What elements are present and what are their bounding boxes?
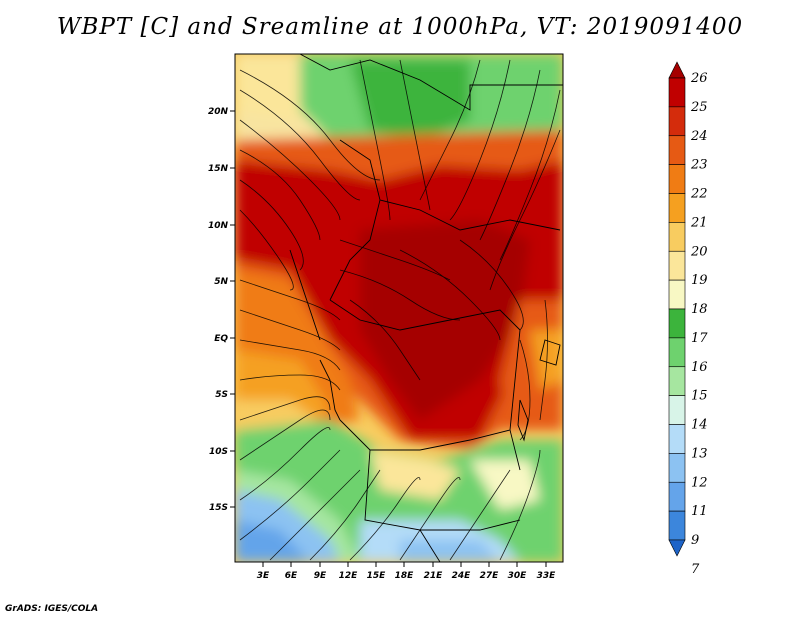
colorbar-label: 11 [691, 504, 708, 519]
lat-label-10n: 10N [208, 221, 229, 231]
lat-label-15n: 15N [208, 164, 229, 174]
longitude-axis: 3E 6E 9E 12E 15E 18E 21E 24E 27E 30E 33E [257, 562, 556, 581]
lat-label-5n: 5N [214, 277, 228, 287]
lat-label-20n: 20N [208, 107, 229, 117]
colorbar-swatch [668, 135, 686, 165]
lon-label-18e: 18E [395, 571, 415, 581]
country-borders [289, 54, 563, 562]
lon-label-15e: 15E [367, 571, 387, 581]
map-frame [234, 53, 564, 563]
colorbar-label: 23 [690, 158, 708, 173]
colorbar-label: 18 [691, 302, 708, 317]
lon-label-12e: 12E [339, 571, 359, 581]
streamlines [239, 59, 561, 561]
lat-label-15s: 15S [209, 503, 228, 513]
colorbar-label: 21 [690, 215, 708, 230]
lon-label-9e: 9E [314, 571, 327, 581]
lon-label-30e: 30E [508, 571, 528, 581]
colorbar-swatch [668, 337, 686, 368]
colorbar-swatch [668, 395, 686, 425]
colorbar-swatch [668, 510, 686, 541]
colorbar-swatch [668, 279, 686, 310]
colorbar: 26 25 24 23 22 21 20 19 18 17 16 15 14 13 12 11 9 7 [668, 61, 708, 577]
colorbar-label: 13 [691, 446, 708, 461]
colorbar-label: 26 [690, 71, 708, 86]
colorbar-label: 12 [691, 475, 708, 490]
lon-label-6e: 6E [285, 571, 298, 581]
colorbar-label: 22 [690, 187, 708, 202]
colorbar-swatch [668, 424, 686, 454]
latitude-axis: 20N 15N 10N 5N EQ 5S 10S 15S [208, 107, 235, 513]
colorbar-label: 14 [691, 418, 708, 433]
colorbar-swatch [668, 193, 686, 223]
colorbar-swatch [668, 164, 686, 194]
colorbar-swatch [668, 539, 686, 557]
lon-label-21e: 21E [424, 571, 444, 581]
colorbar-label: 25 [690, 100, 708, 115]
colorbar-swatch [668, 61, 686, 79]
colorbar-label: 24 [690, 129, 708, 144]
credit-text: GrADS: IGES/COLA [5, 604, 99, 614]
colorbar-label: 17 [691, 331, 708, 346]
lat-label-eq: EQ [214, 334, 228, 344]
lat-label-10s: 10S [209, 447, 228, 457]
lon-label-33e: 33E [537, 571, 557, 581]
colorbar-label: 19 [691, 273, 708, 288]
colorbar-label: 16 [691, 360, 708, 375]
plot-title: WBPT [C] and Sreamline at 1000hPa, VT: 2… [56, 14, 744, 40]
map-panel [235, 54, 563, 562]
lon-label-27e: 27E [480, 571, 500, 581]
colorbar-swatch [668, 77, 686, 108]
lat-label-5s: 5S [215, 390, 228, 400]
colorbar-swatch [668, 453, 686, 483]
colorbar-label: 20 [690, 244, 708, 259]
colorbar-swatch [668, 106, 686, 137]
colorbar-label: 7 [691, 562, 700, 577]
colorbar-label: 9 [691, 533, 699, 548]
colorbar-label: 15 [691, 389, 708, 404]
colorbar-swatch [668, 222, 686, 252]
colorbar-swatch [668, 366, 686, 396]
colorbar-swatch [668, 308, 686, 339]
colorbar-swatch [668, 250, 686, 281]
lon-label-3e: 3E [257, 571, 270, 581]
colorbar-swatch [668, 481, 686, 512]
lon-label-24e: 24E [452, 571, 472, 581]
